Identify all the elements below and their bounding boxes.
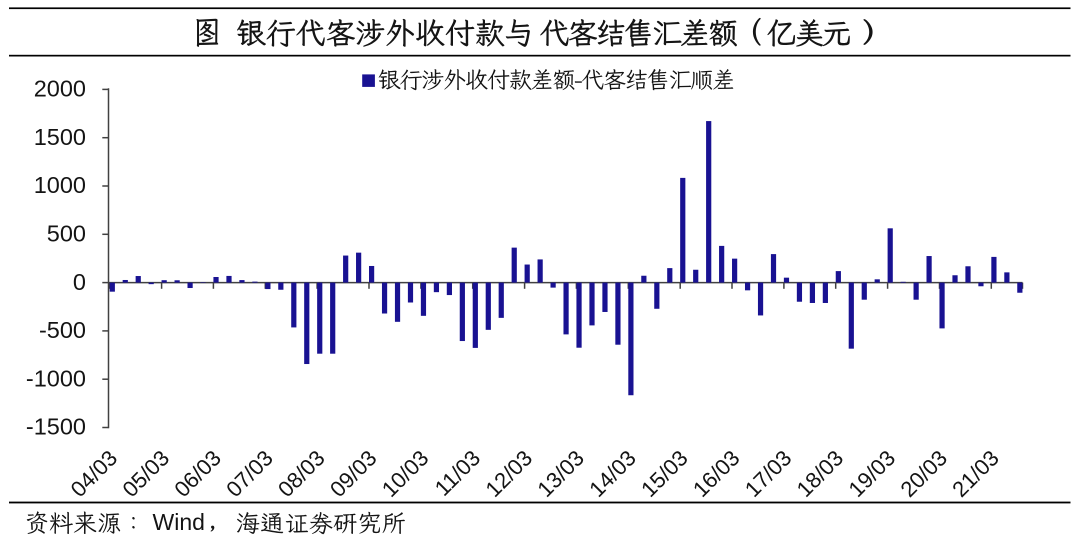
svg-text:1000: 1000 <box>34 172 86 198</box>
svg-text:-1500: -1500 <box>26 414 86 440</box>
svg-text:0: 0 <box>73 269 86 295</box>
svg-text:Wind: Wind <box>153 509 205 535</box>
svg-text:1500: 1500 <box>34 124 86 150</box>
svg-text:2000: 2000 <box>34 76 86 102</box>
svg-text:-1000: -1000 <box>26 365 86 391</box>
svg-text:500: 500 <box>47 221 86 247</box>
svg-text:-500: -500 <box>39 317 86 343</box>
